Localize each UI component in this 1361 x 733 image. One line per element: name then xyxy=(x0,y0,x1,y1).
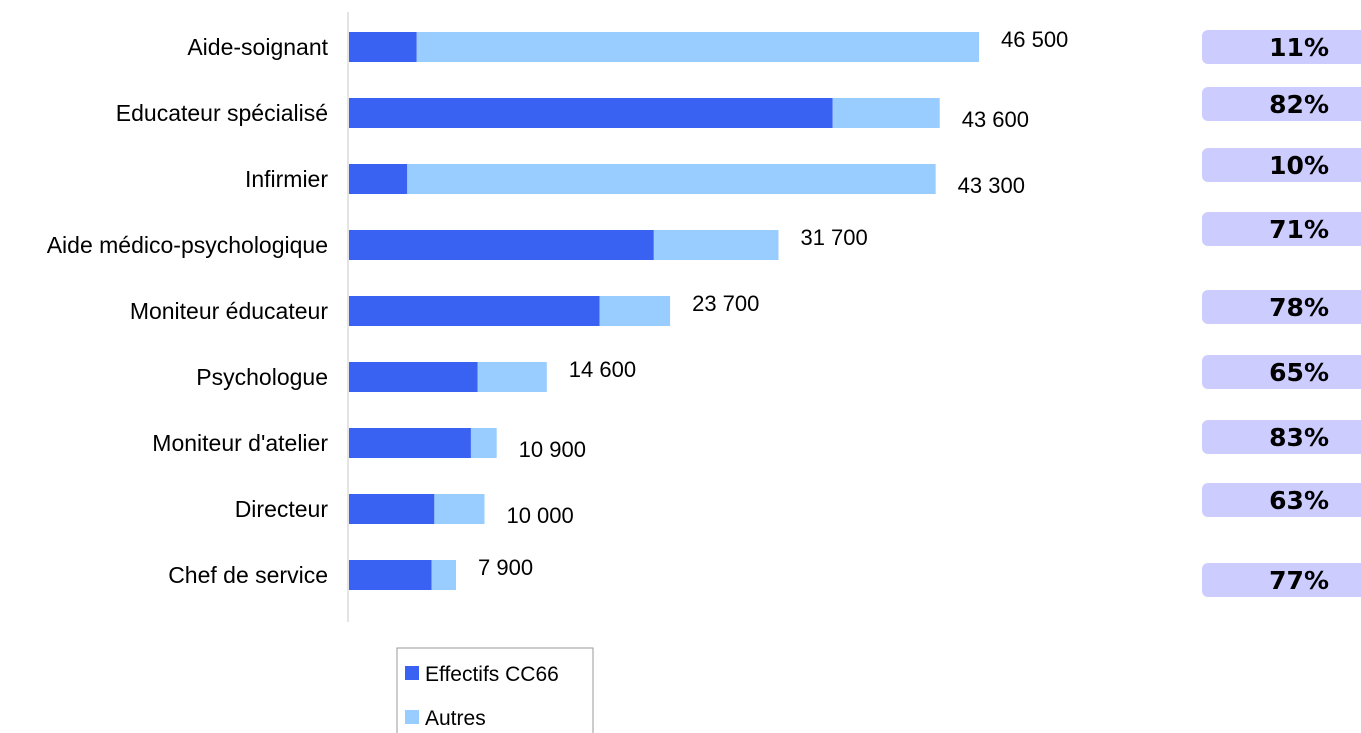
total-label: 43 600 xyxy=(962,107,1029,132)
category-label: Moniteur éducateur xyxy=(130,298,329,324)
total-label: 31 700 xyxy=(800,225,867,250)
share-badge xyxy=(1202,290,1361,324)
total-label: 14 600 xyxy=(569,357,636,382)
bar-cc66-4 xyxy=(349,296,600,326)
share-label: 77% xyxy=(1269,566,1329,595)
bar-autres-1 xyxy=(832,98,940,128)
legend-label-autres: Autres xyxy=(425,707,486,730)
legend-swatch-autres xyxy=(405,710,419,724)
category-label: Infirmier xyxy=(245,166,328,192)
category-label: Chef de service xyxy=(168,562,328,588)
legend-box xyxy=(396,647,594,733)
share-label: 65% xyxy=(1269,358,1329,387)
legend-label-cc66: Effectifs CC66 xyxy=(425,663,559,686)
share-badge xyxy=(1202,483,1361,517)
total-label: 43 300 xyxy=(958,173,1025,198)
bar-cc66-7 xyxy=(349,494,435,524)
share-label: 11% xyxy=(1269,33,1329,62)
share-badge xyxy=(1202,355,1361,389)
bar-cc66-2 xyxy=(349,164,408,194)
share-badges: 11% 82% 10% 71% 78% 65% 83% 63% 77% xyxy=(1202,30,1361,597)
category-label: Psychologue xyxy=(196,364,328,390)
category-labels: Aide-soignant Educateur spécialisé Infirmi… xyxy=(47,34,329,588)
total-label: 10 000 xyxy=(506,503,573,528)
bars-layer xyxy=(349,32,979,590)
share-badge xyxy=(1202,563,1361,597)
share-badge xyxy=(1202,420,1361,454)
share-label: 78% xyxy=(1269,293,1329,322)
bar-cc66-0 xyxy=(349,32,417,62)
share-badge xyxy=(1202,30,1361,64)
bar-autres-3 xyxy=(653,230,779,260)
bar-autres-2 xyxy=(407,164,936,194)
share-badge xyxy=(1202,212,1361,246)
share-badge xyxy=(1202,148,1361,182)
bar-autres-5 xyxy=(477,362,547,392)
bar-cc66-5 xyxy=(349,362,478,392)
total-label: 10 900 xyxy=(519,437,586,462)
bar-cc66-3 xyxy=(349,230,654,260)
category-label: Educateur spécialisé xyxy=(116,100,328,126)
category-label: Directeur xyxy=(235,496,329,522)
share-label: 63% xyxy=(1269,486,1329,515)
bar-autres-0 xyxy=(416,32,979,62)
bar-autres-4 xyxy=(599,296,671,326)
bar-autres-6 xyxy=(470,428,497,458)
share-label: 10% xyxy=(1269,151,1329,180)
share-label: 82% xyxy=(1269,90,1329,119)
bar-cc66-8 xyxy=(349,560,432,590)
bar-autres-7 xyxy=(434,494,485,524)
total-label: 7 900 xyxy=(478,555,533,580)
total-label: 46 500 xyxy=(1001,27,1068,52)
category-label: Aide-soignant xyxy=(187,34,328,60)
share-badge xyxy=(1202,87,1361,121)
share-label: 83% xyxy=(1269,423,1329,452)
bar-cc66-1 xyxy=(349,98,833,128)
category-label: Aide médico-psychologique xyxy=(47,232,328,258)
bar-cc66-6 xyxy=(349,428,471,458)
share-label: 71% xyxy=(1269,215,1329,244)
category-label: Moniteur d'atelier xyxy=(152,430,328,456)
total-label: 23 700 xyxy=(692,291,759,316)
total-labels: 46 500 43 600 43 300 31 700 23 700 14 600 10 9… xyxy=(478,27,1068,580)
legend: Effectifs CC66 Autres xyxy=(396,647,594,733)
legend-swatch-cc66 xyxy=(405,666,419,680)
bar-autres-8 xyxy=(431,560,457,590)
